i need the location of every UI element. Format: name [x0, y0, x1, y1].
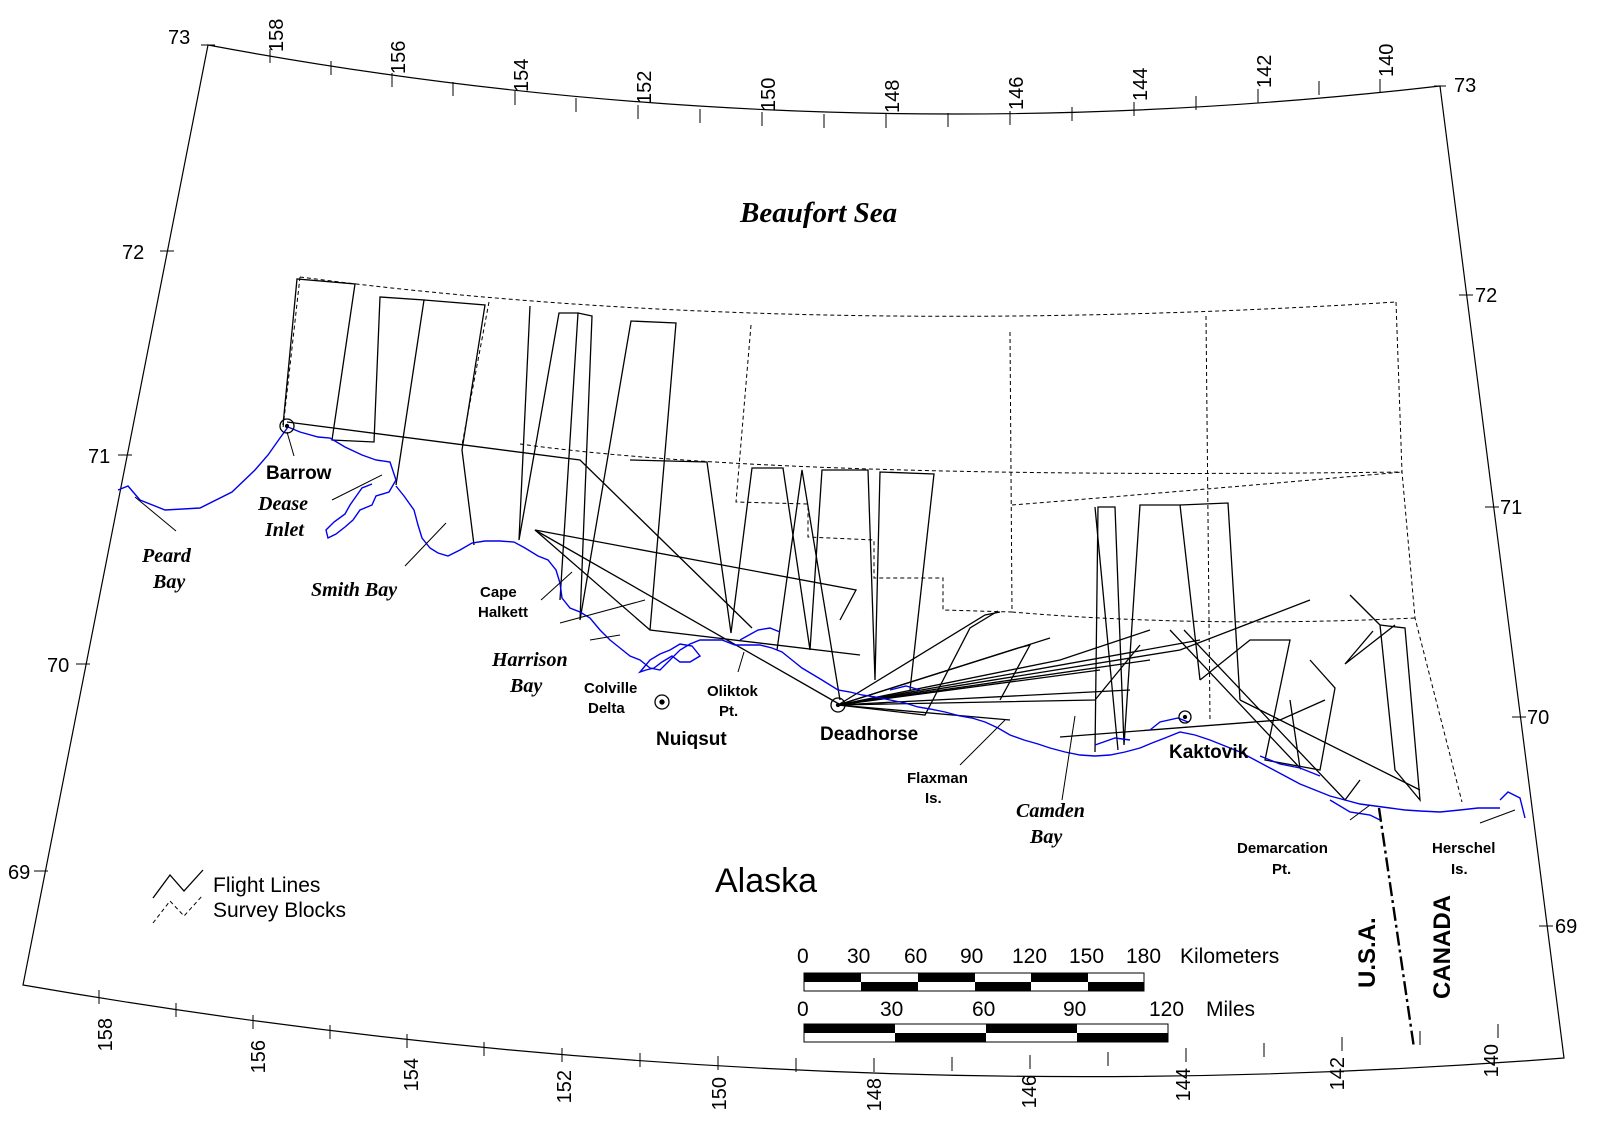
top-lon-label: 152: [634, 71, 656, 104]
bottom-lon-label: 142: [1327, 1057, 1349, 1090]
km-tick: 150: [1069, 945, 1104, 968]
km-tick: 90: [960, 945, 983, 968]
km-tick: 120: [1012, 945, 1047, 968]
oliktok-label-2: Pt.: [719, 703, 738, 720]
left-lat-label: 71: [88, 446, 110, 468]
colville-label-2: Delta: [588, 700, 625, 717]
bottom-lon-label: 156: [248, 1040, 270, 1073]
top-lon-label: 146: [1006, 77, 1028, 110]
map-frame: [22, 44, 1565, 1078]
kaktovik-marker: [1178, 710, 1192, 724]
mi-tick: 60: [972, 998, 995, 1021]
oliktok-label-1: Oliktok: [707, 683, 759, 700]
top-lon-label: 154: [511, 59, 533, 92]
herschel-label-1: Herschel: [1432, 840, 1495, 857]
sea-label: Beaufort Sea: [739, 197, 897, 229]
canada-label: CANADA: [1429, 895, 1456, 999]
km-tick: 180: [1126, 945, 1161, 968]
international-boundary: [1377, 807, 1416, 1049]
right-lat-label: 72: [1475, 285, 1497, 307]
flaxman-label-1: Flaxman: [907, 770, 968, 787]
right-lat-label: 71: [1500, 497, 1522, 519]
flaxman-label-2: Is.: [925, 790, 942, 807]
bottom-lon-label: 148: [864, 1078, 886, 1111]
region-label: Alaska: [715, 862, 817, 900]
mi-tick: 30: [880, 998, 903, 1021]
smith-bay-label: Smith Bay: [311, 579, 397, 601]
legend: Flight Lines Survey Blocks: [152, 869, 346, 924]
km-tick: 60: [904, 945, 927, 968]
top-lon-label: 150: [758, 78, 780, 111]
bottom-lon-label: 152: [554, 1070, 576, 1103]
demarcation-label-2: Pt.: [1272, 861, 1291, 878]
left-lat-label: 72: [122, 242, 144, 264]
deadhorse-label: Deadhorse: [820, 724, 918, 745]
bottom-lon-label: 144: [1173, 1068, 1195, 1101]
scale-bar-miles: 0 30 60 90 120 Miles: [797, 998, 1255, 1043]
bottom-longitude-ticks: [98, 990, 1499, 1072]
left-lat-label: 70: [47, 655, 69, 677]
mi-tick: 90: [1063, 998, 1086, 1021]
peard-label-2: Bay: [152, 571, 185, 593]
bottom-longitude-labels: 158 156 154 152 150 148 146 144 142 140: [95, 1018, 1503, 1111]
top-lon-label: 148: [882, 80, 904, 113]
mi-tick: 120: [1149, 998, 1184, 1021]
latitude-labels: 73 72 71 70 69 73 72 71 70 69: [8, 27, 1577, 938]
flight-lines: [282, 278, 1421, 803]
camden-label-2: Bay: [1029, 826, 1062, 848]
colville-label-1: Colville: [584, 680, 637, 697]
cape-halkett-label-1: Cape: [480, 584, 517, 601]
dease-label-1: Dease: [257, 493, 308, 515]
town-markers: [279, 418, 1192, 724]
left-lat-label: 69: [8, 862, 30, 884]
bottom-lon-label: 150: [709, 1077, 731, 1110]
coastline: [117, 426, 1526, 821]
legend-flight-line-icon: [152, 869, 204, 899]
km-unit: Kilometers: [1180, 945, 1279, 968]
left-lat-label: 73: [168, 27, 190, 49]
bottom-lon-label: 146: [1019, 1075, 1041, 1108]
km-tick: 0: [797, 945, 809, 968]
top-lon-label: 158: [266, 19, 288, 52]
bottom-lon-label: 140: [1481, 1044, 1503, 1077]
legend-survey-blocks: Survey Blocks: [213, 899, 346, 922]
top-lon-label: 156: [388, 41, 410, 74]
latitude-ticks: [34, 250, 1553, 927]
nuiqsut-marker: [654, 694, 670, 710]
herschel-label-2: Is.: [1451, 861, 1468, 878]
camden-label-1: Camden: [1016, 800, 1085, 822]
harrison-label-1: Harrison: [491, 649, 568, 671]
legend-flight-lines: Flight Lines: [213, 874, 320, 897]
top-lon-label: 142: [1254, 55, 1276, 88]
leader-lines: [134, 431, 1516, 824]
right-lat-label: 69: [1555, 916, 1577, 938]
right-lat-label: 70: [1527, 707, 1549, 729]
mi-tick: 0: [797, 998, 809, 1021]
kaktovik-label: Kaktovik: [1169, 742, 1249, 763]
top-lon-label: 140: [1376, 44, 1398, 77]
mi-unit: Miles: [1206, 998, 1255, 1021]
top-longitude-labels: 158 156 154 152 150 148 146 144 142 140: [266, 19, 1398, 113]
top-lon-label: 144: [1130, 68, 1152, 101]
peard-label-1: Peard: [141, 545, 192, 567]
nuiqsut-label: Nuiqsut: [656, 729, 727, 750]
usa-label: U.S.A.: [1354, 917, 1381, 988]
top-longitude-ticks: [201, 44, 1446, 128]
km-tick: 30: [847, 945, 870, 968]
right-lat-label: 73: [1454, 75, 1476, 97]
dease-label-2: Inlet: [264, 519, 305, 541]
deadhorse-marker: [830, 697, 846, 713]
bottom-lon-label: 158: [95, 1018, 117, 1051]
scale-bar-km: 0 30 60 90 120 150 180 Kilometers: [797, 945, 1279, 992]
harrison-label-2: Bay: [509, 675, 542, 697]
bottom-lon-label: 154: [401, 1058, 423, 1091]
cape-halkett-label-2: Halkett: [478, 604, 528, 621]
legend-survey-block-icon: [152, 894, 204, 924]
demarcation-label-1: Demarcation: [1237, 840, 1328, 857]
barrow-label: Barrow: [266, 463, 332, 484]
